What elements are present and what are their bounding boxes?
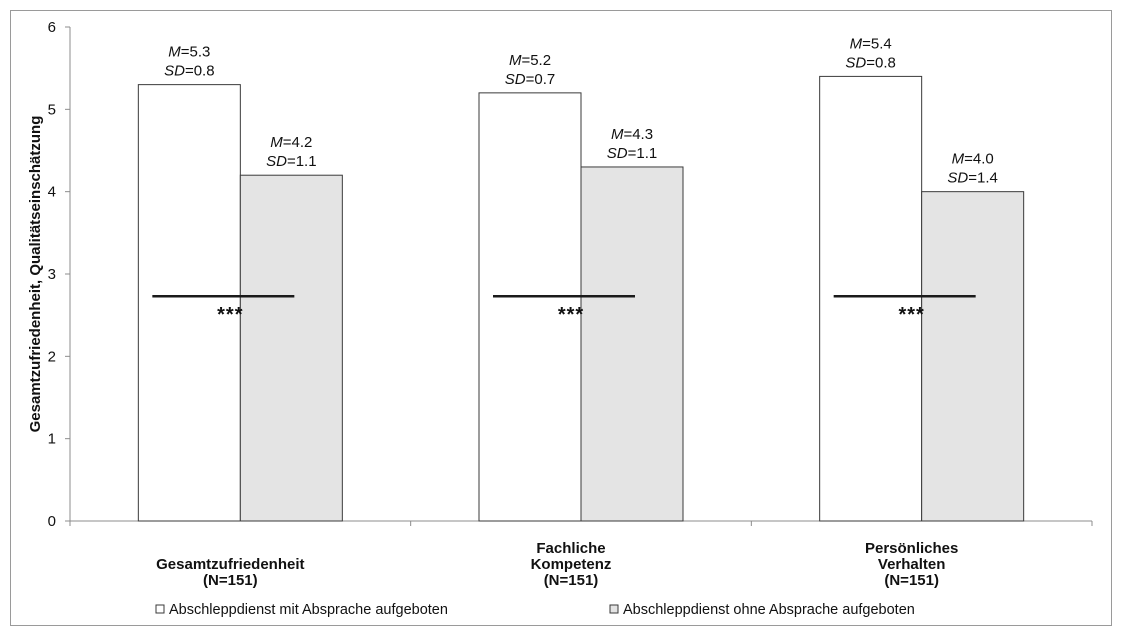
data-label-mean: M=5.3: [168, 44, 210, 61]
x-category-label: (N=151): [544, 572, 599, 589]
bar: [137, 84, 241, 522]
y-tick-label: 6: [48, 19, 56, 36]
data-label-sd: SD=0.7: [505, 71, 555, 88]
data-label-sd: SD=1.1: [607, 145, 657, 162]
data-label-mean: M=5.2: [509, 52, 551, 69]
bar: [921, 191, 1025, 522]
x-category-label: Persönliches: [865, 540, 958, 557]
legend-label: Abschleppdienst ohne Absprache aufgebote…: [623, 602, 915, 618]
y-tick-label: 1: [48, 431, 56, 448]
data-label-mean: M=4.0: [952, 151, 994, 168]
data-label-sd: SD=1.1: [266, 153, 316, 170]
x-category-label: Kompetenz: [531, 556, 612, 573]
bar: [239, 174, 343, 522]
x-category-label: Fachliche: [536, 540, 605, 557]
data-label-sd: SD=0.8: [845, 54, 895, 71]
y-tick-label: 5: [48, 101, 56, 118]
y-tick-label: 0: [48, 513, 56, 530]
significance-marker: ***: [217, 304, 243, 326]
y-tick-label: 3: [48, 266, 56, 283]
legend-swatch: [609, 604, 619, 614]
x-category-label: (N=151): [203, 572, 258, 589]
data-label-mean: M=5.4: [850, 35, 892, 52]
data-label-mean: M=4.2: [270, 134, 312, 151]
bar: [819, 75, 923, 522]
x-category-label: (N=151): [884, 572, 939, 589]
significance-marker: ***: [558, 304, 584, 326]
legend-label: Abschleppdienst mit Absprache aufgeboten: [169, 602, 448, 618]
x-category-label: Verhalten: [878, 556, 946, 573]
legend-swatch: [155, 604, 165, 614]
y-tick-label: 2: [48, 348, 56, 365]
significance-marker: ***: [898, 304, 924, 326]
data-label-sd: SD=0.8: [164, 63, 214, 80]
y-tick-label: 4: [48, 184, 56, 201]
data-label-sd: SD=1.4: [947, 170, 997, 187]
y-axis-title: Gesamtzufriedenheit, Qualitätseinschätzu…: [27, 116, 44, 433]
data-label-mean: M=4.3: [611, 126, 653, 143]
bar: [580, 166, 684, 522]
x-category-label: Gesamtzufriedenheit: [156, 556, 304, 573]
